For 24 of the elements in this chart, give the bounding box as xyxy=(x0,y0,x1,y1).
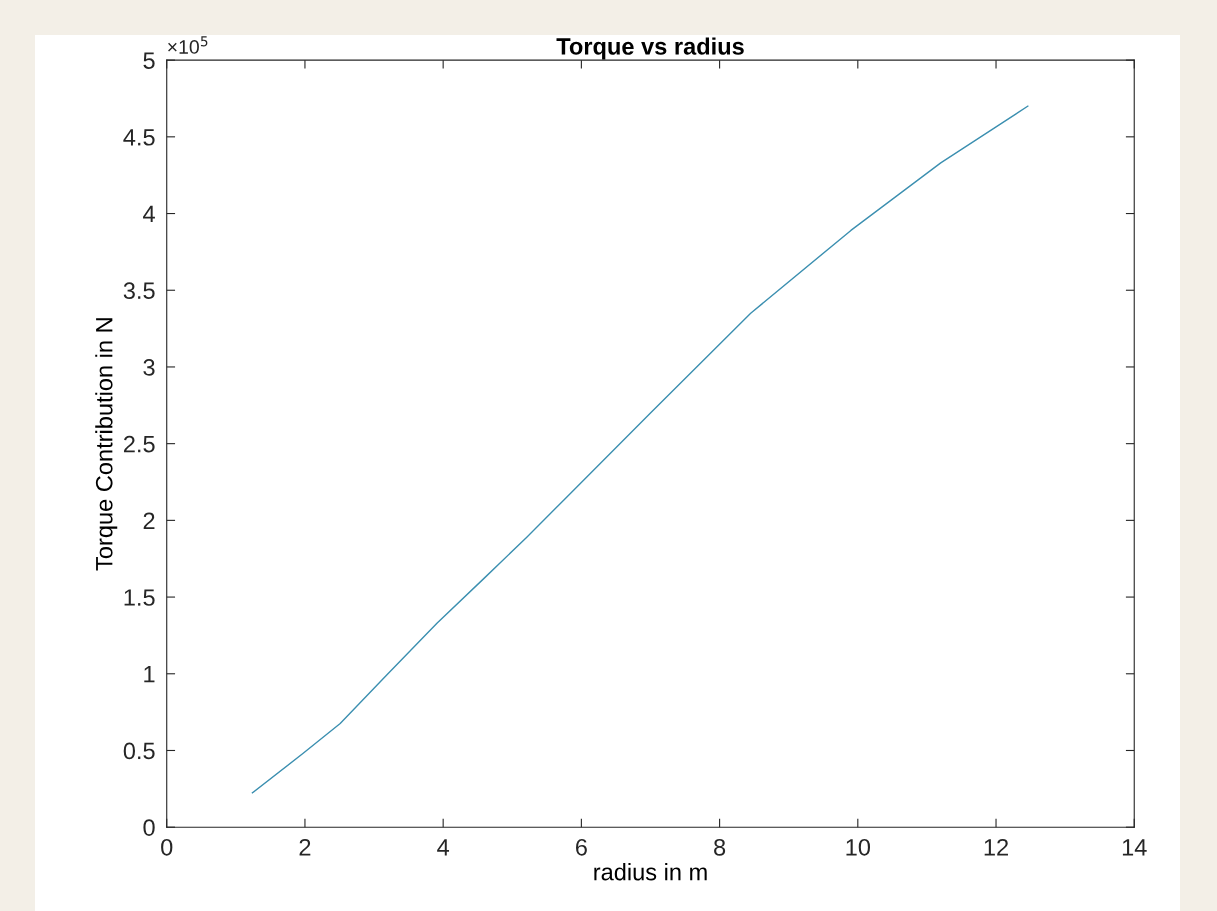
x-tick-label: 6 xyxy=(576,838,587,856)
text: ×10$^{5}$ xyxy=(168,36,208,54)
y-tick-label: 5 xyxy=(143,52,155,69)
x-tick-label: 12 xyxy=(984,838,1008,856)
y-tick-label: 4.5 xyxy=(123,129,155,146)
line-series xyxy=(251,105,1029,794)
y-tick-label: 0.5 xyxy=(123,742,155,760)
x-tick-label: 8 xyxy=(714,838,726,856)
y-tick-label: 3 xyxy=(143,359,155,376)
x-tick-label: 4 xyxy=(437,839,450,856)
x-tick-label: 10 xyxy=(846,838,871,856)
y-tick-label: 0 xyxy=(143,819,155,836)
y-tick-label: 2 xyxy=(143,512,155,529)
chart-title: Torque vs radius xyxy=(556,37,744,60)
y-tick-label: 2.5 xyxy=(123,435,155,453)
y-axis-title: Torque Contribution in N xyxy=(95,318,118,571)
x-axis-title: radius in m xyxy=(594,863,707,881)
y-tick-label: 1 xyxy=(144,666,155,683)
y-tick-label: 3.5 xyxy=(123,282,155,300)
y-tick-label: 1.5 xyxy=(124,589,155,606)
x-tick-label: 2 xyxy=(299,838,311,856)
x-tick-label: 14 xyxy=(1122,839,1147,856)
x-tick-label: 0 xyxy=(161,838,173,856)
y-tick-label: 4 xyxy=(143,205,155,223)
